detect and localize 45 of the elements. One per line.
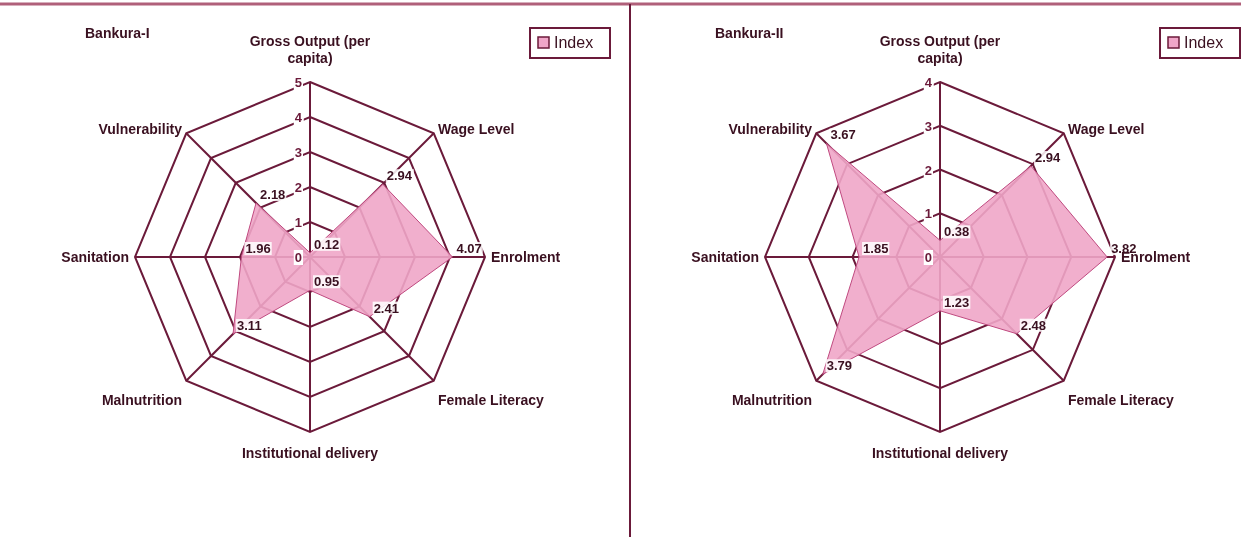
- spoke-label: Vulnerability: [728, 121, 813, 138]
- chart-title: Bankura-II: [715, 25, 784, 41]
- y-tick-label: 2: [294, 180, 302, 195]
- data-label: 2.48: [1020, 317, 1047, 333]
- spoke-label: Female Literacy: [1067, 391, 1175, 408]
- data-label: 2.94: [1034, 150, 1062, 166]
- y-tick-label: 2: [924, 162, 932, 178]
- y-tick-label: 5: [294, 75, 302, 90]
- spoke-label: Gross Output (per capita): [879, 33, 1001, 66]
- y-tick-label: 4: [294, 110, 303, 125]
- data-label: 3.67: [830, 127, 856, 143]
- spoke-label: Gross Output (per capita): [249, 33, 371, 66]
- y-tick-label: 3: [924, 118, 932, 134]
- y-tick-label: 0: [924, 250, 932, 265]
- spoke-label: Vulnerability: [98, 121, 183, 138]
- data-label: 2.41: [373, 300, 399, 316]
- spoke-label: Institutional delivery: [241, 445, 379, 461]
- spoke-label: Institutional delivery: [871, 445, 1009, 461]
- y-tick-label: 0: [294, 250, 302, 265]
- y-tick-label: 3: [294, 145, 302, 160]
- data-label: 2.94: [386, 168, 413, 184]
- spoke-label: Enrolment: [491, 249, 561, 265]
- data-label: 3.79: [826, 358, 853, 374]
- data-label: 2.18: [260, 187, 286, 203]
- data-label: 0.38: [944, 224, 970, 240]
- spoke-label: Sanitation: [61, 249, 129, 265]
- data-label: 1.96: [245, 241, 271, 256]
- chart-title: Bankura-I: [85, 25, 150, 41]
- y-tick-label: 1: [924, 206, 932, 222]
- spoke-label: Malnutrition: [101, 391, 183, 408]
- legend-label: Index: [554, 34, 594, 51]
- data-label: 4.07: [456, 241, 482, 256]
- data-label: 1.85: [863, 241, 889, 256]
- spoke-label: Sanitation: [691, 249, 759, 265]
- spoke-label: Wage Level: [437, 121, 515, 138]
- data-label: 1.23: [944, 294, 970, 310]
- spoke-label: Malnutrition: [731, 391, 813, 408]
- data-label: 3.11: [237, 317, 262, 333]
- legend-label: Index: [1184, 34, 1224, 51]
- y-tick-label: 4: [924, 75, 933, 90]
- spoke-label: Female Literacy: [437, 391, 545, 408]
- y-tick-label: 1: [294, 215, 302, 230]
- data-label: 0.12: [314, 236, 340, 252]
- data-label: 0.95: [314, 274, 340, 290]
- spoke-label: Wage Level: [1067, 121, 1145, 138]
